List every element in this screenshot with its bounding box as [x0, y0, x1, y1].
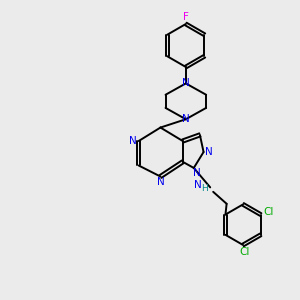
Text: N: N: [157, 177, 164, 187]
Text: N: N: [129, 136, 137, 146]
Text: N: N: [193, 168, 201, 178]
Text: N: N: [182, 114, 190, 124]
Text: H: H: [202, 184, 208, 193]
Text: N: N: [205, 147, 213, 157]
Text: Cl: Cl: [264, 207, 274, 217]
Text: N: N: [182, 78, 190, 88]
Text: N: N: [194, 180, 202, 190]
Text: Cl: Cl: [239, 247, 250, 256]
Text: F: F: [183, 12, 189, 22]
